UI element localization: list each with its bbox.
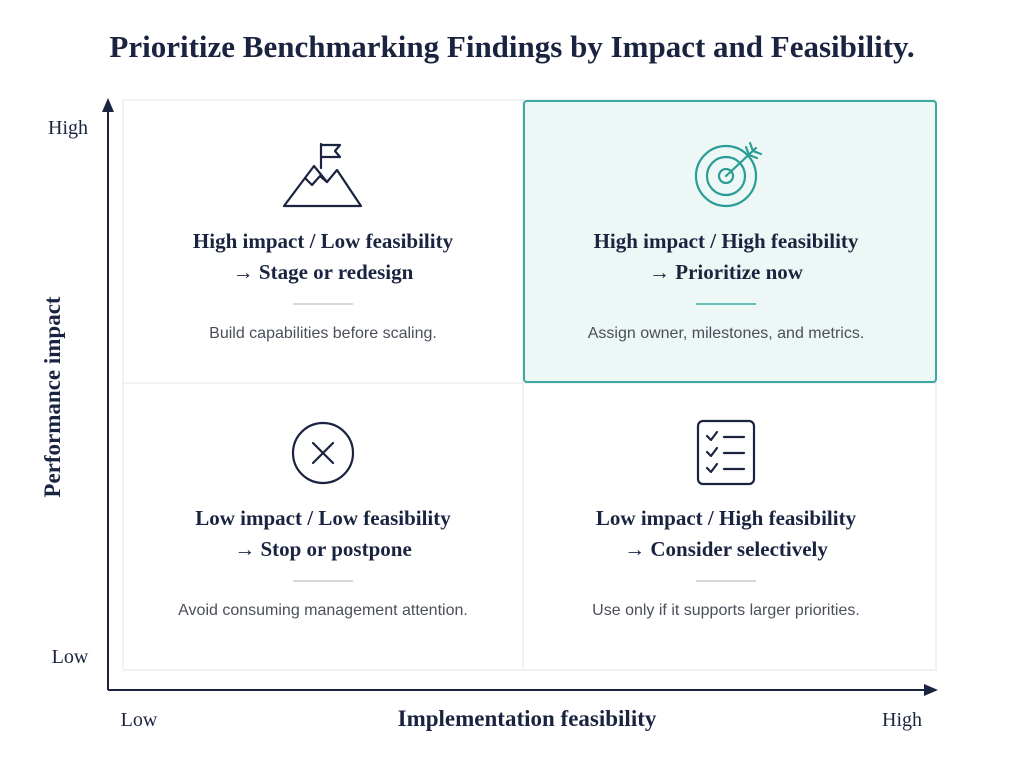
- quadrant-action: → Consider selectively: [624, 537, 828, 561]
- cross-icon: [291, 421, 355, 485]
- quadrant-action: → Stage or redesign: [233, 260, 414, 284]
- title: Prioritize Benchmarking Findings by Impa…: [109, 29, 914, 64]
- quadrant-heading: High impact / High feasibility: [594, 229, 859, 253]
- quadrant-heading: Low impact / High feasibility: [596, 506, 857, 530]
- checklist-icon: [696, 419, 756, 486]
- quadrant-description: Avoid consuming management attention.: [178, 602, 468, 619]
- mountain-icon: [282, 142, 363, 208]
- y-axis-label: Performance impact: [40, 296, 65, 498]
- quadrant-description: Assign owner, milestones, and metrics.: [588, 325, 865, 342]
- quadrant-texts: High impact / Low feasibility → Stage or …: [178, 229, 864, 619]
- axes: [102, 98, 938, 696]
- quadrant-description: Build capabilities before scaling.: [209, 325, 437, 342]
- y-high: High: [48, 117, 88, 139]
- quadrant-description: Use only if it supports larger prioritie…: [592, 602, 860, 619]
- quadrant-action: → Prioritize now: [649, 260, 804, 284]
- y-low: Low: [52, 646, 89, 668]
- x-axis-label: Implementation feasibility: [398, 706, 657, 731]
- quadrant-action: → Stop or postpone: [234, 537, 412, 561]
- x-high: High: [882, 709, 922, 731]
- x-low: Low: [121, 709, 158, 731]
- quadrant-heading: High impact / Low feasibility: [193, 229, 454, 253]
- target-icon: [694, 141, 763, 208]
- quadrant-heading: Low impact / Low feasibility: [195, 506, 451, 530]
- highlight-quadrant: [523, 100, 937, 383]
